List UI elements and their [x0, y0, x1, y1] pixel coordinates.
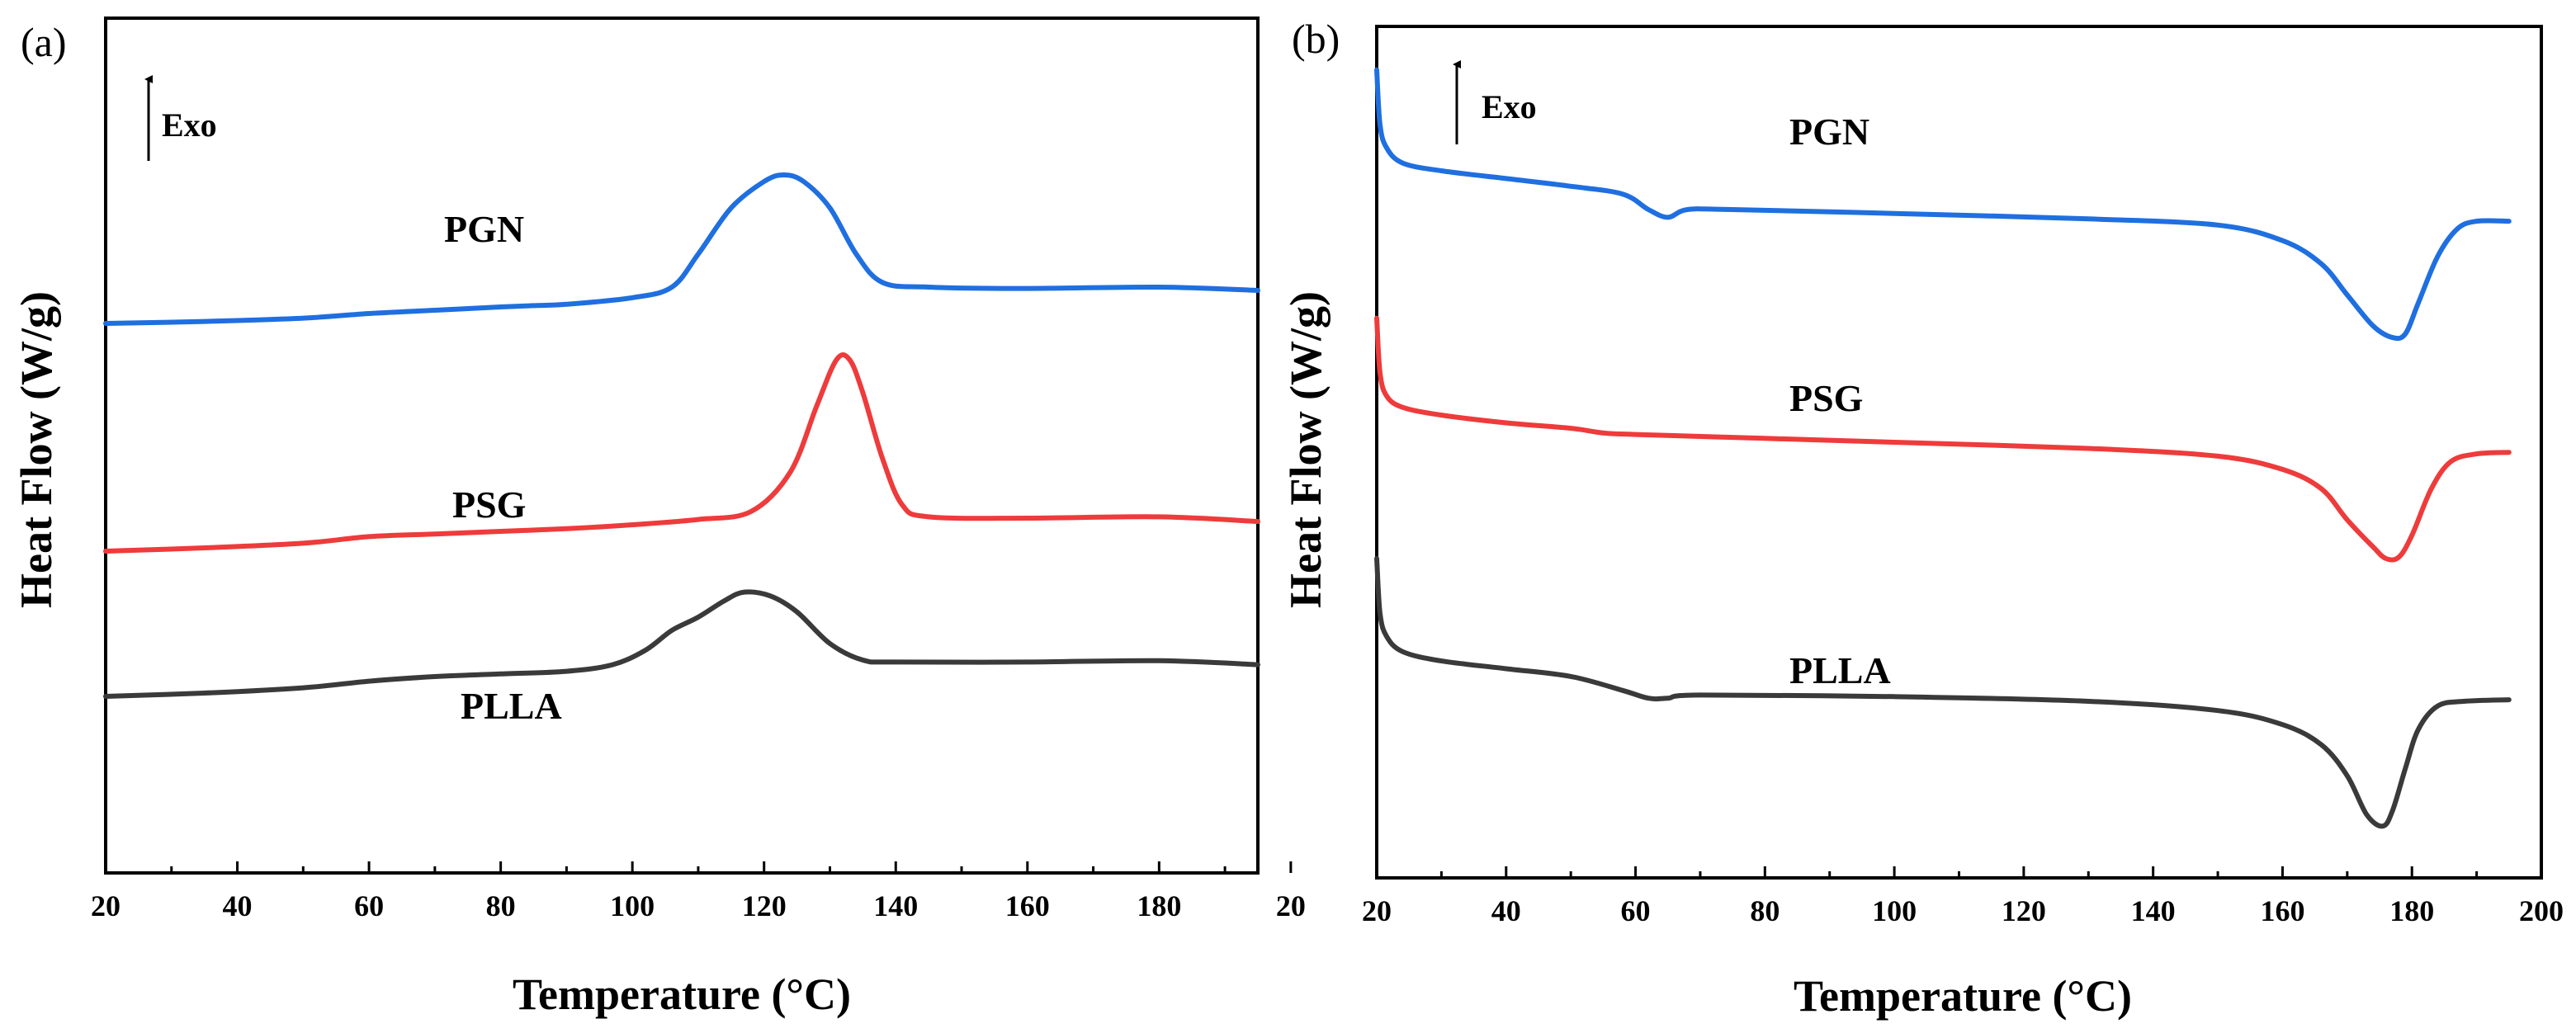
x-tick-label: 20	[1276, 889, 1306, 922]
x-tick-label: 140	[873, 889, 918, 922]
panel-a-curves	[103, 172, 1260, 699]
x-tick-label: 60	[354, 889, 384, 922]
panel-a-x-axis-title: Temperature (°C)	[513, 969, 851, 1019]
x-tick-label: 20	[1362, 894, 1392, 927]
x-tick-label: 120	[2002, 894, 2046, 927]
x-tick-label: 100	[1872, 894, 1917, 927]
panel-b-x-axis-title: Temperature (°C)	[1794, 971, 2132, 1021]
panel-a-series-label-plla: PLLA	[461, 685, 562, 727]
panel-a-series-label-psg: PSG	[452, 483, 526, 526]
x-tick-label: 180	[2389, 894, 2434, 927]
series-line-psg	[103, 352, 1260, 554]
series-line-pgn	[1374, 67, 2512, 342]
panel-a-y-axis-title: Heat Flow (W/g)	[12, 291, 61, 608]
x-tick-label: 100	[610, 889, 655, 922]
panel-b-series-label-psg: PSG	[1789, 377, 1863, 419]
x-tick-label: 140	[2131, 894, 2176, 927]
panel-b-label: (b)	[1292, 16, 1340, 62]
x-tick-label: 200	[2519, 894, 2564, 927]
panel-a-plot-frame	[104, 17, 1260, 875]
panel-a-series-label-pgn: PGN	[444, 208, 524, 250]
x-tick-label: 120	[742, 889, 787, 922]
panel-b-y-axis-title: Heat Flow (W/g)	[1281, 291, 1331, 608]
series-line-plla	[1374, 556, 2512, 829]
series-line-psg	[1374, 315, 2512, 563]
series-line-plla	[103, 589, 1260, 699]
panel-b: (b) 20 40 60 80 100 120 140 160 180 200 Exo PGN P…	[1281, 16, 2564, 1021]
panel-a-exo-label: Exo	[162, 106, 217, 144]
x-tick-label: 80	[1750, 894, 1780, 927]
series-line-pgn	[103, 172, 1260, 326]
panel-b-exo-label: Exo	[1482, 88, 1537, 125]
panel-a: (a) 20 40 60 80 100 120 140 160 180 20 Exo PGN PS…	[12, 17, 1306, 1019]
x-tick-label: 160	[1005, 889, 1050, 922]
panel-b-plot-frame	[1375, 25, 2543, 880]
panel-a-label: (a)	[21, 19, 67, 65]
x-tick-label: 20	[91, 889, 121, 922]
x-tick-label: 40	[1491, 894, 1521, 927]
x-tick-label: 180	[1137, 889, 1181, 922]
panel-a-x-ticks: 20 40 60 80 100 120 140 160 180 20	[91, 861, 1306, 922]
panel-b-series-label-plla: PLLA	[1789, 649, 1891, 691]
panel-b-series-label-pgn: PGN	[1789, 111, 1869, 153]
x-tick-label: 40	[223, 889, 253, 922]
x-tick-label: 60	[1621, 894, 1651, 927]
panel-b-curves	[1374, 67, 2512, 829]
panel-b-x-ticks: 20 40 60 80 100 120 140 160 180 200	[1362, 866, 2564, 927]
x-tick-label: 160	[2260, 894, 2304, 927]
x-tick-label: 80	[486, 889, 516, 922]
